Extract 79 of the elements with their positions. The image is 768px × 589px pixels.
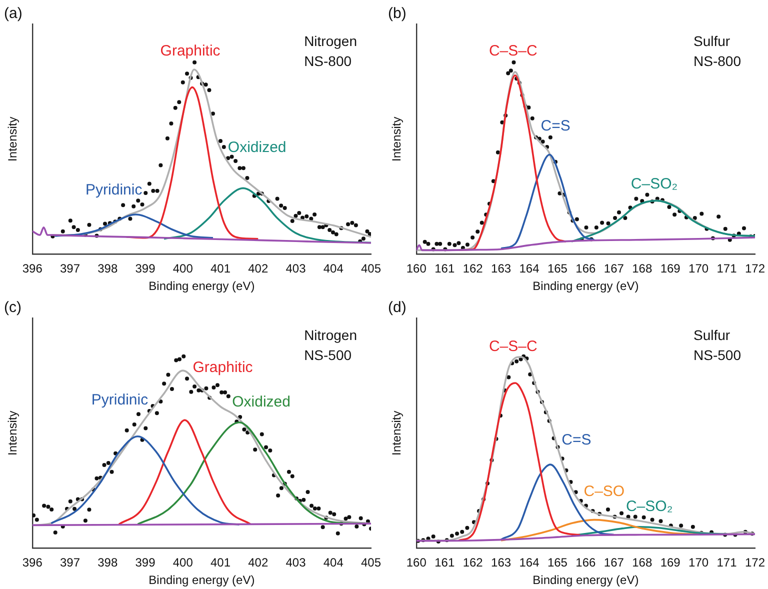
x-tick-label: 160: [406, 262, 427, 276]
x-tick-label: 398: [98, 556, 118, 570]
x-tick-label: 172: [744, 556, 766, 570]
x-axis-title: Binding energy (eV): [532, 573, 639, 588]
x-tick-label: 405: [360, 556, 382, 570]
series-label: C–SO₂: [630, 176, 678, 193]
text: Graphitic: [192, 359, 254, 376]
chart-title: (c): [4, 299, 22, 316]
series-label: C–S–C: [488, 42, 538, 60]
x-tick-label: 402: [248, 556, 268, 570]
x-tick-label: 167: [604, 556, 624, 570]
x-axis-title: Binding energy (eV): [148, 573, 255, 588]
x-tick-label: 167: [604, 262, 624, 276]
y-axis-title: Intensity: [6, 410, 20, 456]
x-tick-label: 166: [576, 556, 596, 570]
x-tick-label: 165: [547, 262, 568, 276]
x-tick-label: 402: [248, 262, 268, 276]
x-tick-label: 404: [323, 556, 344, 570]
x-tick-label: 164: [519, 556, 540, 570]
annotation: NS-800: [694, 53, 742, 69]
chart-title: (a): [4, 5, 22, 22]
text: Nitrogen: [304, 327, 357, 343]
x-tick-label: 163: [491, 262, 512, 276]
x-tick-label: 397: [60, 556, 80, 570]
x-tick-label: 161: [434, 262, 455, 276]
y-axis-title: Intensity: [6, 116, 20, 162]
x-tick-label: 401: [210, 262, 231, 276]
x-axis-title: Binding energy (eV): [148, 279, 255, 294]
x-tick-label: 399: [135, 262, 156, 276]
x-tick-label: 163: [491, 556, 512, 570]
text: Sulfur: [694, 327, 730, 343]
annotation: NS-500: [304, 347, 352, 363]
x-tick-label: 160: [406, 556, 427, 570]
text: Graphitic: [160, 42, 221, 60]
x-tick-label: 400: [172, 556, 194, 570]
x-tick-label: 398: [98, 262, 118, 276]
x-tick-label: 396: [22, 556, 43, 570]
x-tick-label: 170: [688, 556, 709, 570]
x-tick-label: 400: [172, 262, 194, 276]
x-tick-label: 164: [519, 262, 540, 276]
x-tick-label: 172: [744, 262, 766, 276]
x-tick-label: 162: [462, 262, 484, 276]
x-tick-label: 169: [660, 556, 681, 570]
x-tick-label: 399: [135, 556, 156, 570]
series-label: C–SO: [584, 482, 625, 500]
series-label: C=S: [540, 118, 570, 135]
x-tick-label: 404: [323, 262, 344, 276]
y-axis-title: Intensity: [390, 116, 404, 162]
text: Oxidized: [228, 139, 286, 156]
y-axis-title: Intensity: [390, 410, 404, 456]
x-tick-label: 403: [286, 262, 306, 276]
x-tick-label: 166: [576, 262, 596, 276]
chart-title: (b): [388, 5, 406, 22]
series-label: Pyridinic: [91, 391, 149, 408]
series-label: C=S: [562, 432, 592, 449]
x-tick-label: 171: [716, 262, 738, 276]
x-axis-title: Binding energy (eV): [532, 279, 639, 294]
x-tick-label: 168: [632, 262, 652, 276]
x-tick-label: 403: [286, 556, 306, 570]
x-tick-label: 168: [632, 556, 652, 570]
x-tick-label: 397: [60, 262, 80, 276]
text: Sulfur: [694, 33, 730, 49]
x-tick-label: 170: [688, 262, 709, 276]
x-tick-label: 162: [462, 556, 484, 570]
annotation: NS-500: [694, 347, 742, 363]
x-tick-label: 396: [22, 262, 43, 276]
chart-title: (d): [388, 299, 406, 316]
series-label: Pyridinic: [86, 181, 143, 198]
text: Nitrogen: [304, 33, 357, 49]
series-label: Oxidized: [232, 393, 290, 410]
x-tick-label: 161: [434, 556, 455, 570]
text: C–S–C: [488, 338, 538, 356]
x-tick-label: 401: [210, 556, 231, 570]
x-tick-label: 165: [547, 556, 568, 570]
series-label: C–SO₂: [626, 498, 673, 515]
x-tick-label: 169: [660, 262, 681, 276]
x-tick-label: 171: [716, 556, 738, 570]
annotation: NS-800: [304, 53, 352, 69]
x-tick-label: 405: [360, 262, 382, 276]
